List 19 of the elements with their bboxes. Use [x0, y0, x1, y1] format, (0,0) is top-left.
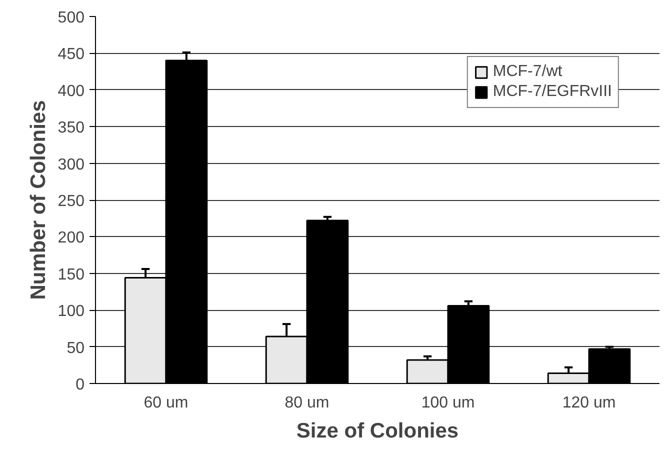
- y-axis-title: Number of Colonies: [26, 100, 50, 300]
- x-tick-label: 80 um: [284, 394, 330, 412]
- y-tick-label: 0: [76, 376, 85, 394]
- y-tick-label: 300: [58, 156, 85, 174]
- legend-label: MCF-7/EGFRvIII: [492, 83, 612, 101]
- x-tick-label: 100 um: [421, 394, 475, 412]
- x-tick-label: 60 um: [144, 394, 188, 412]
- x-tick-label: 120 um: [562, 394, 616, 412]
- y-tick-label: 50: [66, 340, 85, 357]
- y-tick-label: 100: [58, 303, 85, 320]
- legend-label: MCF-7/wt: [492, 63, 562, 81]
- y-tick-label: 150: [58, 266, 85, 284]
- y-tick-label: 450: [58, 46, 85, 64]
- y-tick-label: 200: [58, 230, 85, 247]
- y-tick-label: 500: [58, 10, 85, 26]
- x-axis-title: Size of Colonies: [296, 420, 459, 442]
- y-tick-label: 400: [58, 82, 85, 100]
- y-tick-label: 350: [58, 120, 85, 137]
- y-tick-label: 250: [58, 193, 85, 210]
